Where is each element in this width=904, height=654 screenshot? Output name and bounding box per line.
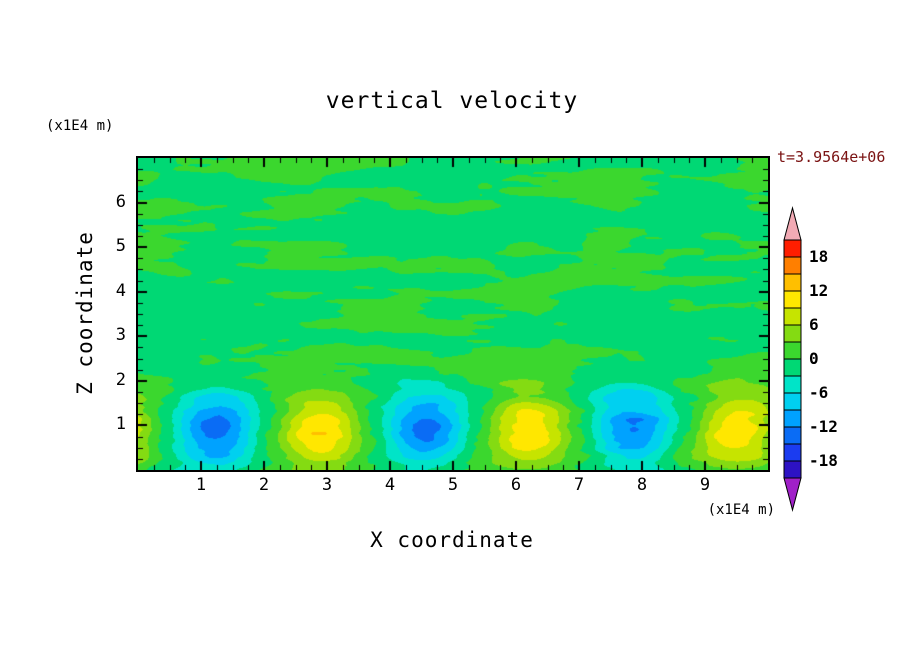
colorbar-tick-label: 6 [809,315,819,334]
colorbar-segment [783,273,802,292]
colorbar-segment [783,358,802,377]
x-tick-label: 9 [699,475,711,495]
colorbar-segment [783,392,802,411]
y-axis-units: (x1E4 m) [46,118,114,134]
colorbar-tick-label: 12 [809,281,829,300]
chart-title: vertical velocity [325,88,579,114]
y-tick-label: 3 [115,325,126,346]
colorbar-over-arrow [783,206,802,241]
x-tick-label: 3 [321,475,333,495]
colorbar-tick-label: -18 [809,451,838,470]
colorbar-segment [783,256,802,275]
colorbar-segment [783,375,802,394]
contour-field-canvas [138,158,768,470]
colorbar-tick-label: -12 [809,417,838,436]
colorbar-segment [783,460,802,479]
colorbar-scale [783,206,802,512]
colorbar-segment [783,426,802,445]
colorbar-segment [783,239,802,258]
colorbar-tick-label: -6 [809,383,829,402]
time-annotation: t=3.9564e+06 [777,148,886,166]
y-tick-label: 4 [115,280,126,301]
x-axis-title: X coordinate [370,528,534,552]
colorbar-under-arrow [783,477,802,512]
y-tick-label: 1 [115,414,126,435]
colorbar-segment [783,324,802,343]
y-tick-label: 5 [115,236,126,257]
colorbar-segment [783,409,802,428]
x-tick-label: 2 [258,475,270,495]
colorbar-segment [783,341,802,360]
y-tick-label: 2 [115,369,126,390]
colorbar-segment [783,443,802,462]
colorbar-segment [783,290,802,309]
x-tick-label: 1 [195,475,207,495]
x-tick-label: 5 [447,475,459,495]
x-axis-units: (x1E4 m) [707,502,775,518]
x-tick-label: 7 [573,475,585,495]
plot-area [136,156,770,472]
colorbar-tick-label: 0 [809,349,819,368]
colorbar-tick-label: 18 [809,247,829,266]
y-tick-label: 6 [115,191,126,212]
colorbar-segment [783,307,802,326]
colorbar [781,202,805,514]
x-tick-label: 4 [384,475,396,495]
x-tick-label: 8 [636,475,648,495]
x-tick-label: 6 [510,475,522,495]
